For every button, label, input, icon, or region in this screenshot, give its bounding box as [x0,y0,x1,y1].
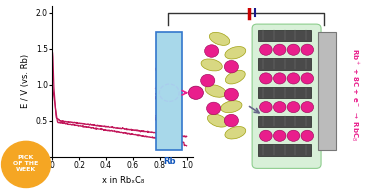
Text: Rb$^+$ + 8C + e$^-$ $\rightarrow$ RbC$_8$: Rb$^+$ + 8C + e$^-$ $\rightarrow$ RbC$_8… [349,48,361,141]
Ellipse shape [225,46,246,59]
Ellipse shape [207,114,228,127]
Circle shape [201,74,215,87]
Ellipse shape [225,70,245,84]
Circle shape [224,60,238,73]
Circle shape [260,130,272,141]
Ellipse shape [201,59,222,71]
Bar [258,116,311,127]
Bar [258,58,311,70]
Circle shape [301,44,314,55]
Ellipse shape [225,126,246,139]
Circle shape [260,44,272,55]
Circle shape [273,44,286,55]
Y-axis label: E / V (vs. Rb): E / V (vs. Rb) [21,54,30,108]
Circle shape [188,86,203,99]
Circle shape [287,73,300,84]
Circle shape [1,141,51,187]
Bar [318,32,336,150]
Bar [157,32,182,150]
Bar [258,144,311,156]
Bar [258,87,311,98]
FancyBboxPatch shape [252,24,321,168]
Circle shape [260,101,272,113]
Circle shape [206,102,221,115]
Circle shape [301,101,314,113]
Bar [258,30,311,41]
Circle shape [301,130,314,141]
Ellipse shape [209,32,230,45]
Circle shape [205,45,219,57]
Circle shape [287,130,300,141]
Circle shape [273,130,286,141]
Ellipse shape [221,101,242,113]
Text: Rb $\rightarrow$ Rb$^+$ + e$^-$: Rb $\rightarrow$ Rb$^+$ + e$^-$ [154,65,163,121]
Circle shape [273,73,286,84]
Text: Rb: Rb [163,157,176,166]
Circle shape [224,88,238,101]
Circle shape [260,73,272,84]
Circle shape [301,73,314,84]
Circle shape [287,101,300,113]
Circle shape [273,101,286,113]
Circle shape [224,114,238,127]
Ellipse shape [205,85,226,97]
Text: PICK
OF THE
WEEK: PICK OF THE WEEK [13,155,39,172]
Circle shape [287,44,300,55]
X-axis label: x in RbₓC₈: x in RbₓC₈ [102,176,144,185]
